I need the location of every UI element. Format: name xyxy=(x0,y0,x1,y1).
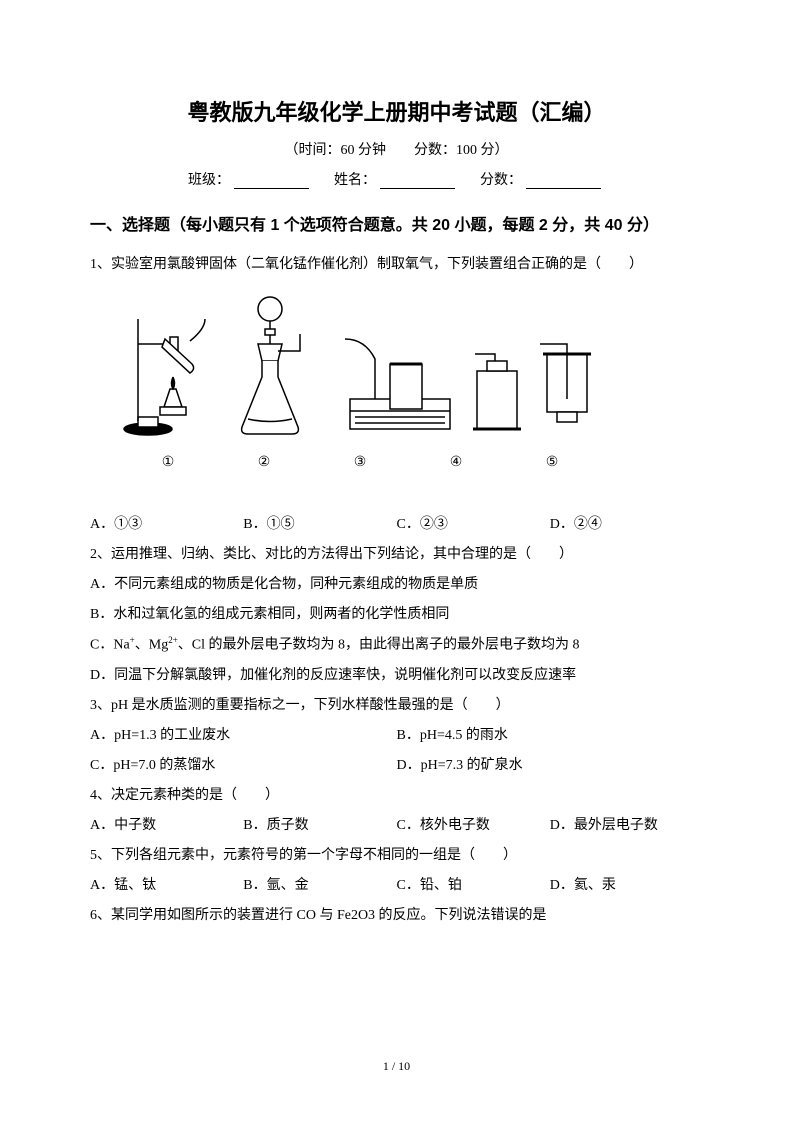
exam-title: 粤教版九年级化学上册期中考试题（汇编） xyxy=(90,95,703,127)
q3-optC: C．pH=7.0 的蒸馏水 xyxy=(90,752,397,780)
score-blank[interactable] xyxy=(526,173,601,189)
q2-optC: C．Na+、Mg2+、Cl 的最外层电子数均为 8，由此得出离子的最外层电子数均… xyxy=(90,631,703,660)
page-number: 1 / 10 xyxy=(0,1059,793,1074)
q1-options: A．①③ B．①⑤ C．②③ D．②④ xyxy=(90,511,703,539)
name-label: 姓名： xyxy=(334,173,376,188)
q6-stem: 6、某同学用如图所示的装置进行 CO 与 Fe2O3 的反应。下列说法错误的是 xyxy=(90,902,703,930)
student-info-line: 班级： 姓名： 分数： xyxy=(90,169,703,189)
label-4: ④ xyxy=(450,454,463,471)
q2-optD: D．同温下分解氯酸钾，加催化剂的反应速率快，说明催化剂可以改变反应速率 xyxy=(90,662,703,690)
q3-optA: A．pH=1.3 的工业废水 xyxy=(90,722,397,750)
q3-optB: B．pH=4.5 的雨水 xyxy=(397,722,704,750)
label-3: ③ xyxy=(354,454,367,471)
q5-optB: B．氩、金 xyxy=(243,872,396,900)
q3-optsAB: A．pH=1.3 的工业废水 B．pH=4.5 的雨水 xyxy=(90,722,703,750)
q1-stem: 1、实验室用氯酸钾固体（二氧化锰作催化剂）制取氧气，下列装置组合正确的是（ ） xyxy=(90,251,703,279)
q5-optD: D．氦、汞 xyxy=(550,872,703,900)
exam-subtitle: （时间：60 分钟 分数：100 分） xyxy=(90,139,703,159)
label-1: ① xyxy=(162,454,175,471)
score-label: 分数： xyxy=(480,173,522,188)
q4-optB: B．质子数 xyxy=(243,812,396,840)
q1-optA: A．①③ xyxy=(90,511,243,539)
q5-optC: C．铅、铂 xyxy=(397,872,550,900)
label-5: ⑤ xyxy=(546,454,559,471)
q4-stem: 4、决定元素种类的是（ ） xyxy=(90,782,703,810)
q5-stem: 5、下列各组元素中，元素符号的第一个字母不相同的一组是（ ） xyxy=(90,842,703,870)
name-blank[interactable] xyxy=(380,173,455,189)
diagram-labels: ① ② ③ ④ ⑤ xyxy=(120,454,600,471)
q4-optC: C．核外电子数 xyxy=(397,812,550,840)
q4-options: A．中子数 B．质子数 C．核外电子数 D．最外层电子数 xyxy=(90,812,703,840)
q1-optC: C．②③ xyxy=(397,511,550,539)
q1-optB: B．①⑤ xyxy=(243,511,396,539)
q1-optD: D．②④ xyxy=(550,511,703,539)
q2-optB: B．水和过氧化氢的组成元素相同，则两者的化学性质相同 xyxy=(90,601,703,629)
q5-optA: A．锰、钛 xyxy=(90,872,243,900)
q4-optD: D．最外层电子数 xyxy=(550,812,703,840)
q3-optD: D．pH=7.3 的矿泉水 xyxy=(397,752,704,780)
section-1-header: 一、选择题（每小题只有 1 个选项符合题意。共 20 小题，每题 2 分，共 4… xyxy=(90,207,703,245)
q2-optA: A．不同元素组成的物质是化合物，同种元素组成的物质是单质 xyxy=(90,571,703,599)
q3-stem: 3、pH 是水质监测的重要指标之一，下列水样酸性最强的是（ ） xyxy=(90,692,703,720)
label-2: ② xyxy=(258,454,271,471)
q4-optA: A．中子数 xyxy=(90,812,243,840)
q3-optsCD: C．pH=7.0 的蒸馏水 D．pH=7.3 的矿泉水 xyxy=(90,752,703,780)
q5-options: A．锰、钛 B．氩、金 C．铅、铂 D．氦、汞 xyxy=(90,872,703,900)
class-blank[interactable] xyxy=(234,173,309,189)
apparatus-diagram xyxy=(120,289,600,444)
q2-stem: 2、运用推理、归纳、类比、对比的方法得出下列结论，其中合理的是（ ） xyxy=(90,541,703,569)
class-label: 班级： xyxy=(188,173,230,188)
